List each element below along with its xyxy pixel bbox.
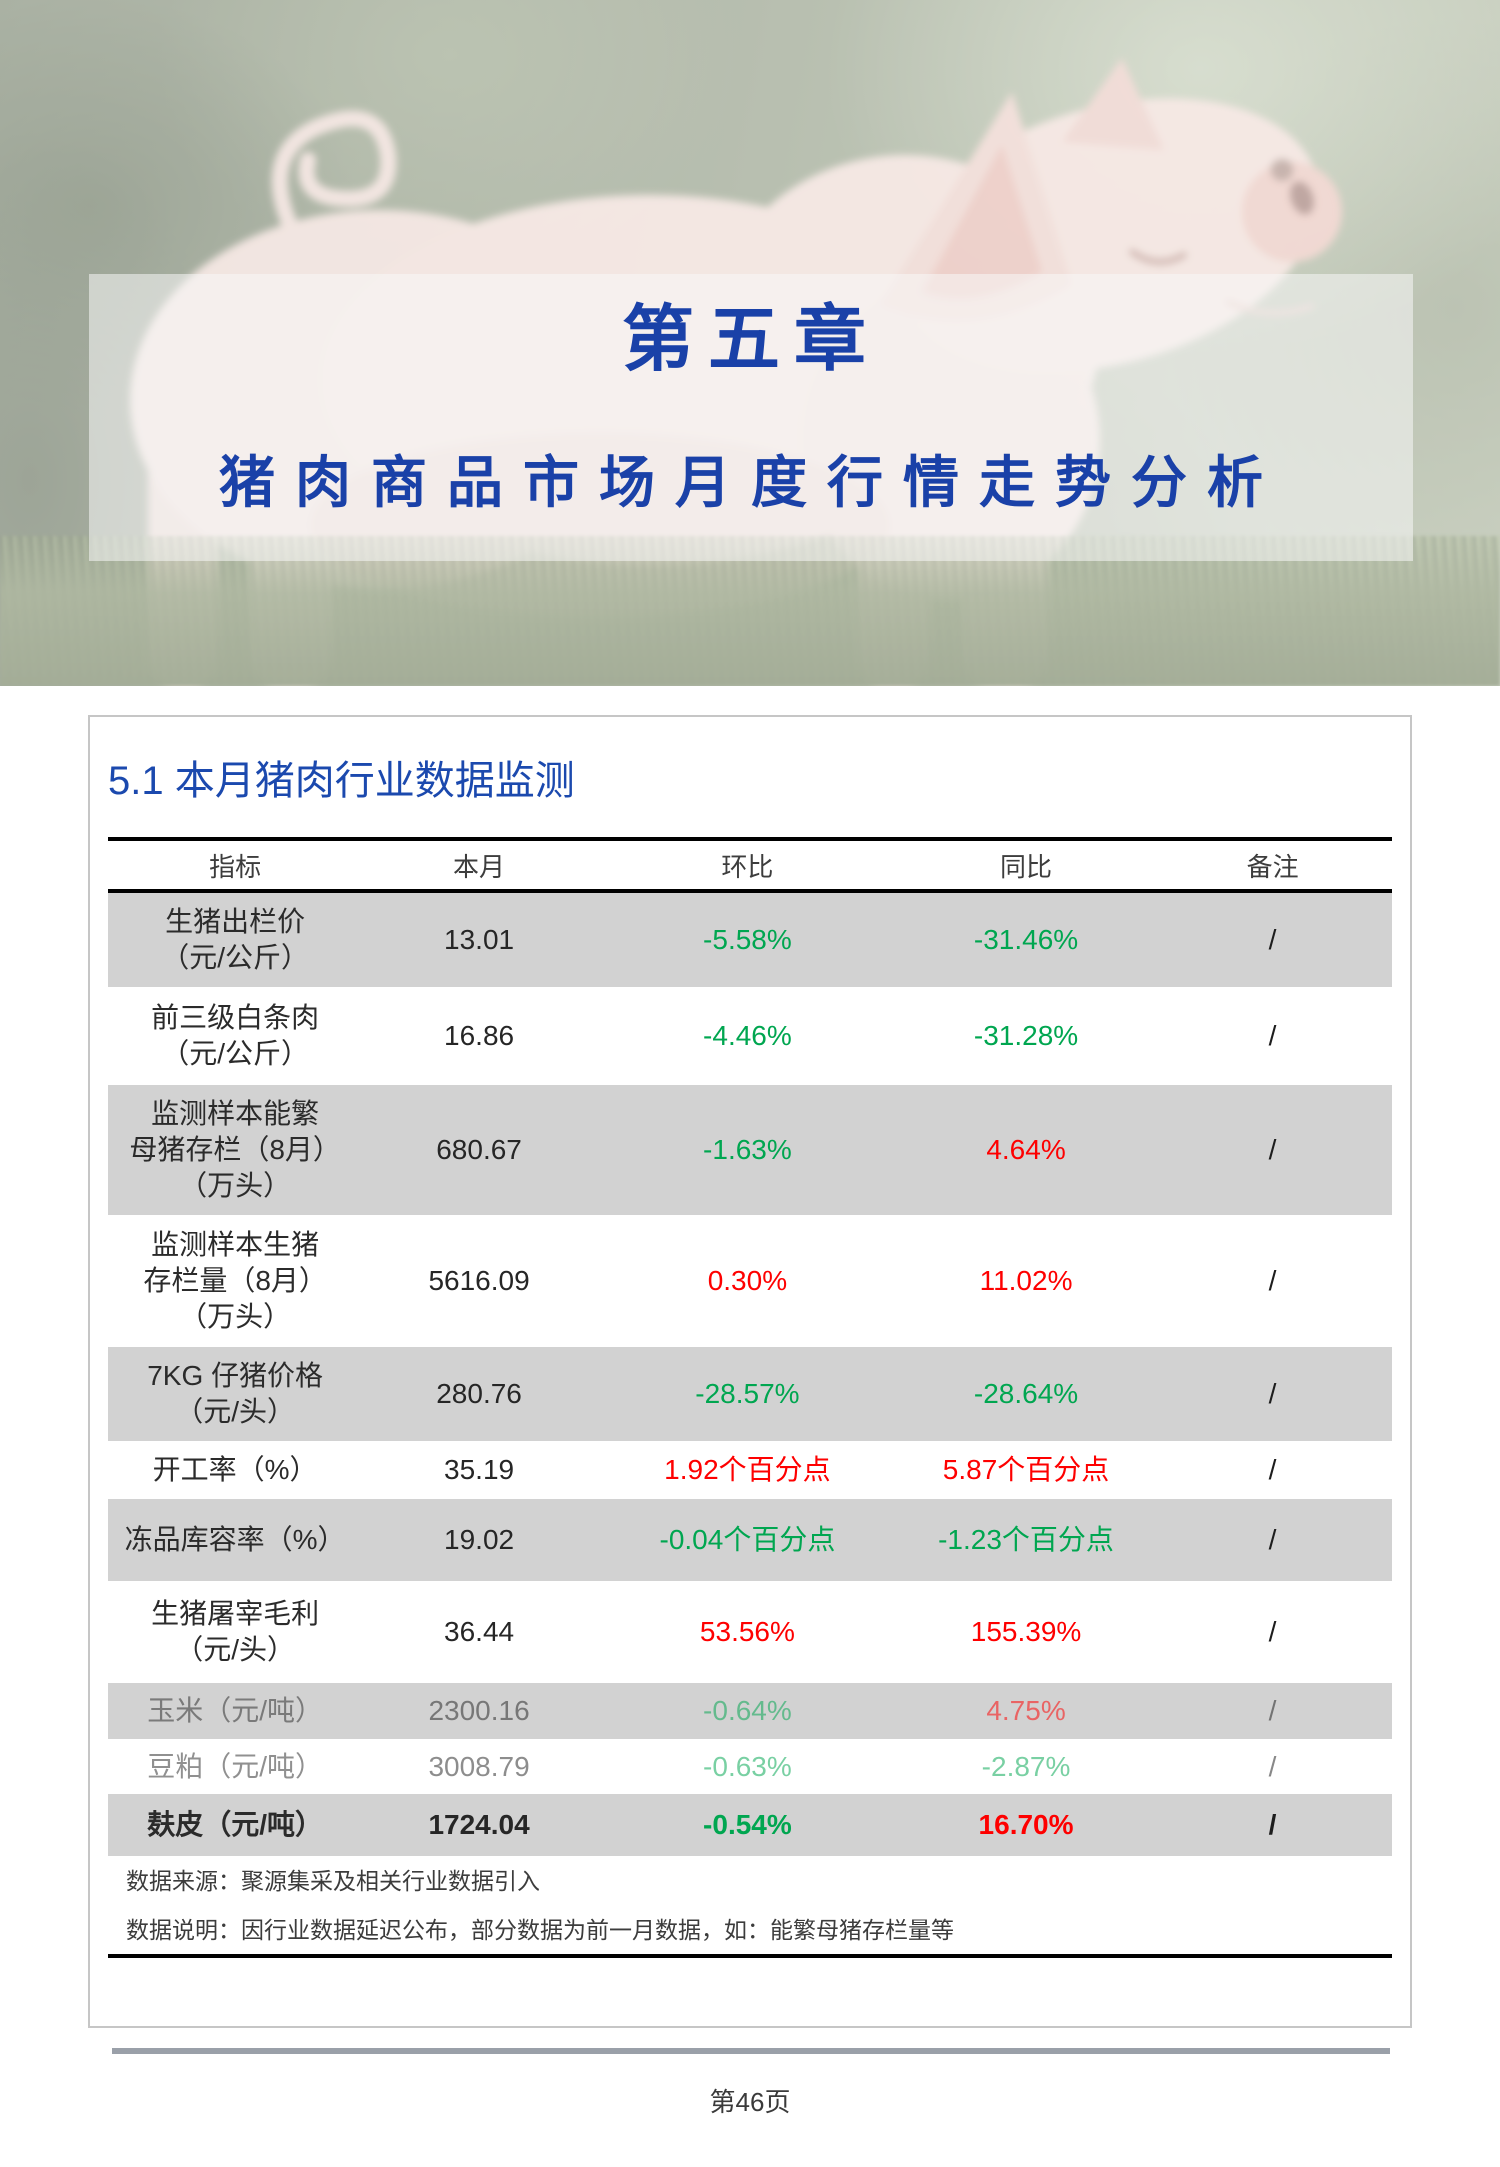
col-header-current-month: 本月 (453, 851, 506, 882)
current-value: 680.67 (436, 1134, 522, 1165)
current-value: 280.76 (436, 1378, 522, 1409)
indicator-label: 监测样本能繁 母猪存栏（8月） （万头） (129, 1098, 341, 1201)
indicator-label: 开工率（%） (152, 1454, 318, 1485)
page-break-bar (112, 2048, 1390, 2054)
hero-photo: 第五章 猪肉商品市场月度行情走势分析 (0, 0, 1500, 686)
current-value: 16.86 (444, 1020, 515, 1051)
mom-value: 0.30% (707, 1265, 788, 1296)
indicator-label: 监测样本生猪 存栏量（8月） （万头） (143, 1229, 327, 1332)
yoy-value: -2.87% (981, 1750, 1071, 1782)
table-row: 生猪出栏价 （元/公斤） 13.01 -5.58% -31.46% / (108, 891, 1392, 987)
yoy-value: -31.46% (973, 924, 1079, 955)
current-value: 5616.09 (428, 1265, 530, 1296)
mom-value: -1.63% (703, 1134, 792, 1165)
section-title: 5.1 本月猪肉行业数据监测 (108, 759, 575, 803)
remark-value: / (1268, 1695, 1277, 1726)
indicator-label: 7KG 仔猪价格 （元/头） (147, 1360, 324, 1427)
data-note: 数据说明：因行业数据延迟公布，部分数据为前一月数据，如：能繁母猪存栏量等 (126, 1917, 954, 1943)
current-value: 1724.04 (428, 1809, 530, 1840)
current-value: 13.01 (444, 924, 515, 955)
table-row: 生猪屠宰毛利 （元/头） 36.44 53.56% 155.39% / (108, 1581, 1392, 1683)
yoy-value: 16.70% (978, 1809, 1074, 1840)
mom-value: 53.56% (699, 1616, 795, 1647)
remark-value: / (1268, 1378, 1277, 1409)
mom-value: -0.54% (703, 1809, 792, 1840)
remark-value: / (1268, 1454, 1277, 1485)
source-note: 数据来源：聚源集采及相关行业数据引入 (126, 1868, 540, 1894)
mom-value: -4.46% (703, 1020, 792, 1051)
yoy-value: 4.75% (986, 1695, 1066, 1726)
table-row: 玉米（元/吨） 2300.16 -0.64% 4.75% / (108, 1683, 1392, 1739)
table-header-row: 指标 本月 环比 同比 备注 (108, 839, 1392, 891)
col-header-yoy: 同比 (1000, 851, 1053, 882)
remark-value: / (1268, 1020, 1277, 1051)
mom-value: 1.92个百分点 (664, 1454, 831, 1485)
remark-value: / (1268, 1616, 1277, 1647)
indicator-label: 冻品库容率（%） (124, 1524, 346, 1555)
chapter-number: 第五章 (621, 300, 880, 380)
current-value: 36.44 (444, 1616, 515, 1647)
indicator-label: 生猪屠宰毛利 （元/头） (151, 1598, 320, 1665)
mom-value: -5.58% (703, 924, 792, 955)
table-row: 前三级白条肉 （元/公斤） 16.86 -4.46% -31.28% / (108, 987, 1392, 1085)
current-value: 3008.79 (428, 1750, 530, 1782)
current-value: 19.02 (444, 1524, 515, 1555)
col-header-remark: 备注 (1246, 851, 1299, 882)
mom-value: -28.57% (695, 1378, 800, 1409)
indicator-label: 玉米（元/吨） (147, 1695, 323, 1726)
table-row: 监测样本生猪 存栏量（8月） （万头） 5616.09 0.30% 11.02%… (108, 1215, 1392, 1347)
remark-value: / (1268, 1134, 1277, 1165)
remark-value: / (1268, 924, 1277, 955)
table-row: 监测样本能繁 母猪存栏（8月） （万头） 680.67 -1.63% 4.64%… (108, 1085, 1392, 1215)
col-header-indicator: 指标 (209, 851, 262, 882)
yoy-value: 4.64% (986, 1134, 1066, 1165)
mom-value: -0.04个百分点 (659, 1524, 836, 1555)
yoy-value: -1.23个百分点 (938, 1524, 1114, 1555)
current-value: 2300.16 (428, 1695, 530, 1726)
source-note-row: 数据来源：聚源集采及相关行业数据引入 (108, 1856, 1392, 1906)
yoy-value: -31.28% (973, 1020, 1079, 1051)
chapter-title: 猪肉商品市场月度行情走势分析 (219, 451, 1283, 514)
col-header-mom: 环比 (721, 851, 774, 882)
monitor-data-table: 指标 本月 环比 同比 备注 生猪出栏价 （元/公斤） 13.01 -5.58%… (108, 837, 1392, 1958)
table-row: 7KG 仔猪价格 （元/头） 280.76 -28.57% -28.64% / (108, 1347, 1392, 1441)
grass-strip (0, 536, 1500, 686)
remark-value: / (1268, 1750, 1277, 1782)
remark-value: / (1268, 1809, 1277, 1840)
data-note-row: 数据说明：因行业数据延迟公布，部分数据为前一月数据，如：能繁母猪存栏量等 (108, 1906, 1392, 1956)
yoy-value: 5.87个百分点 (942, 1454, 1110, 1485)
remark-value: / (1268, 1265, 1277, 1296)
table-row: 麸皮（元/吨） 1724.04 -0.54% 16.70% / (108, 1794, 1392, 1856)
remark-value: / (1268, 1524, 1277, 1555)
mom-value: -0.64% (703, 1695, 792, 1726)
content-card: 5.1 本月猪肉行业数据监测 指标 本月 环比 同比 备注 生猪出栏价 （元/公… (88, 715, 1412, 2028)
table-row: 开工率（%） 35.19 1.92个百分点 5.87个百分点 / (108, 1441, 1392, 1499)
page-number: 第46页 (709, 2087, 791, 2117)
yoy-value: 155.39% (970, 1616, 1082, 1647)
mom-value: -0.63% (703, 1750, 792, 1782)
yoy-value: -28.64% (973, 1378, 1079, 1409)
table-row: 豆粕（元/吨） 3008.79 -0.63% -2.87% / (108, 1739, 1392, 1794)
yoy-value: 11.02% (979, 1265, 1073, 1296)
table-row: 冻品库容率（%） 19.02 -0.04个百分点 -1.23个百分点 / (108, 1499, 1392, 1581)
indicator-label: 豆粕（元/吨） (147, 1750, 323, 1782)
chapter-banner: 第五章 猪肉商品市场月度行情走势分析 (89, 274, 1413, 561)
indicator-label: 前三级白条肉 （元/公斤） (151, 1002, 320, 1069)
indicator-label: 麸皮（元/吨） (147, 1809, 323, 1840)
indicator-label: 生猪出栏价 （元/公斤） (161, 906, 309, 973)
current-value: 35.19 (444, 1454, 515, 1485)
